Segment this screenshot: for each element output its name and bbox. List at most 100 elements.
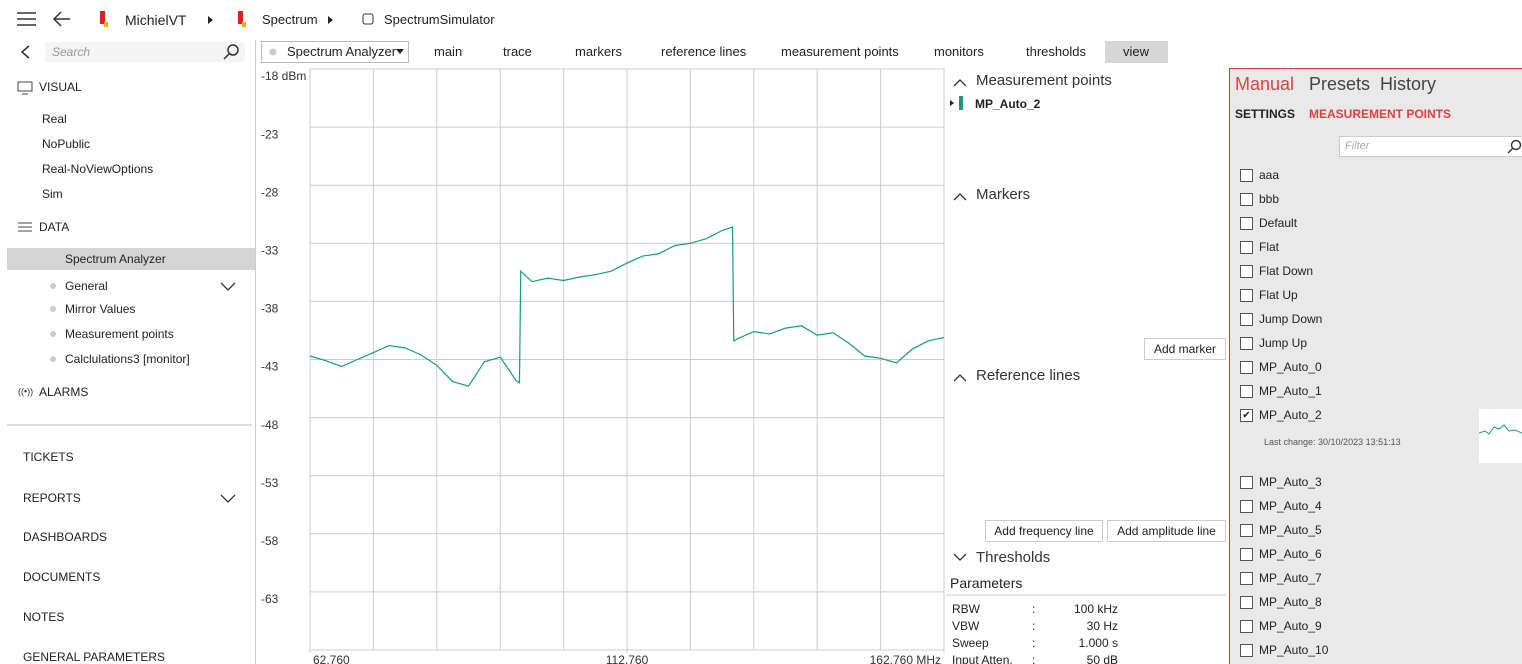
nav-item[interactable]: Calclulations3 [monitor] <box>65 352 190 366</box>
tab[interactable]: main <box>434 44 463 59</box>
checkbox-label[interactable]: MP_Auto_6 <box>1259 547 1322 561</box>
checkbox[interactable] <box>1240 241 1253 254</box>
checkbox-label[interactable]: MP_Auto_5 <box>1259 523 1322 537</box>
module[interactable]: TICKETS <box>23 450 74 464</box>
param-sep: : <box>1032 636 1036 650</box>
checkbox-label[interactable]: MP_Auto_2 <box>1259 408 1322 422</box>
param-value: 50 dB <box>1086 653 1118 664</box>
chevron[interactable] <box>218 492 238 504</box>
checkbox-label[interactable]: Jump Down <box>1259 312 1323 326</box>
nav-item[interactable]: Mirror Values <box>65 302 136 316</box>
checkbox-label[interactable]: Flat Down <box>1259 264 1314 278</box>
tab[interactable]: reference lines <box>661 44 747 59</box>
button[interactable]: Add marker <box>1144 338 1226 360</box>
tab[interactable]: view <box>1123 44 1150 59</box>
checkbox-label[interactable]: Jump Up <box>1259 336 1308 350</box>
section-title[interactable]: Markers <box>976 186 1031 203</box>
breadcrumb[interactable]: MichielVT <box>125 12 187 28</box>
checkbox[interactable] <box>1240 500 1253 513</box>
checkbox[interactable] <box>1240 361 1253 374</box>
divider <box>255 40 256 664</box>
section-title: Parameters <box>950 575 1023 591</box>
checkbox[interactable] <box>1240 169 1253 182</box>
param-sep: : <box>1032 653 1036 664</box>
nav-item-selected[interactable]: Spectrum Analyzer <box>65 252 166 266</box>
checkbox[interactable] <box>1240 289 1253 302</box>
dropdown[interactable] <box>261 41 409 63</box>
section[interactable]: VISUAL <box>39 80 82 94</box>
checkbox-label[interactable]: MP_Auto_7 <box>1259 571 1322 585</box>
module[interactable]: GENERAL PARAMETERS <box>23 650 166 664</box>
nav-item[interactable]: NoPublic <box>42 137 91 151</box>
checkbox-label[interactable]: MP_Auto_10 <box>1259 643 1329 657</box>
tab[interactable]: Manual <box>1235 74 1295 94</box>
checkbox-label[interactable]: MP_Auto_9 <box>1259 619 1322 633</box>
section-title[interactable]: Thresholds <box>976 549 1051 566</box>
module[interactable]: DOCUMENTS <box>23 570 101 584</box>
section-title[interactable]: Measurement points <box>976 72 1112 89</box>
checkbox[interactable] <box>1240 572 1253 585</box>
x-tick-label: 112.760 <box>606 653 649 664</box>
param-label: Input Atten. <box>952 653 1013 664</box>
checkbox-label[interactable]: MP_Auto_1 <box>1259 384 1322 398</box>
module[interactable]: DASHBOARDS <box>23 530 108 544</box>
y-tick-label: -63 <box>261 592 279 606</box>
checkbox[interactable] <box>1240 385 1253 398</box>
nav-item[interactable]: Real-NoViewOptions <box>42 162 154 176</box>
checkbox[interactable] <box>1240 644 1253 657</box>
filter-input[interactable] <box>1339 136 1522 157</box>
checkbox[interactable] <box>1240 265 1253 278</box>
checkbox-label[interactable]: MP_Auto_0 <box>1259 360 1322 374</box>
nav-item[interactable]: General <box>65 279 108 293</box>
breadcrumb[interactable]: SpectrumSimulator <box>384 12 495 27</box>
checkbox[interactable]: ✔ <box>1240 409 1253 422</box>
nav-item[interactable]: Real <box>42 112 67 126</box>
checkbox-label[interactable]: aaa <box>1259 168 1280 182</box>
checkbox-label[interactable]: MP_Auto_4 <box>1259 499 1322 513</box>
y-tick-label: -38 <box>261 302 279 316</box>
param-sep: : <box>1032 619 1036 633</box>
nav-item[interactable]: Sim <box>42 187 63 201</box>
checkbox[interactable] <box>1240 620 1253 633</box>
tab[interactable]: markers <box>575 44 622 59</box>
checkbox-label[interactable]: Flat Up <box>1259 288 1298 302</box>
section[interactable]: DATA <box>39 220 70 234</box>
checkbox[interactable] <box>1240 193 1253 206</box>
tab[interactable]: measurement points <box>781 44 899 59</box>
tab[interactable]: History <box>1380 74 1437 94</box>
checkbox[interactable] <box>1240 548 1253 561</box>
checkbox[interactable] <box>1240 337 1253 350</box>
nav-item[interactable]: Measurement points <box>65 327 174 341</box>
subtab[interactable]: MEASUREMENT POINTS <box>1309 107 1452 121</box>
module[interactable]: NOTES <box>23 610 65 624</box>
module[interactable]: REPORTS <box>23 491 81 505</box>
checkbox-label[interactable]: MP_Auto_8 <box>1259 595 1322 609</box>
y-tick-label: -28 <box>261 185 279 199</box>
tab[interactable]: trace <box>503 44 532 59</box>
list-item[interactable]: MP_Auto_2 <box>975 97 1041 111</box>
section-title[interactable]: Reference lines <box>976 367 1081 384</box>
tab[interactable]: thresholds <box>1026 44 1086 59</box>
filter-placeholder: Filter <box>1345 140 1370 152</box>
y-tick-label: -18 dBm <box>261 69 306 83</box>
checkbox[interactable] <box>1240 476 1253 489</box>
search-input[interactable]: Search <box>52 45 91 59</box>
param-value: 1.000 s <box>1078 636 1118 650</box>
checkbox[interactable] <box>1240 524 1253 537</box>
checkbox-label[interactable]: MP_Auto_3 <box>1259 475 1322 489</box>
y-tick-label: -43 <box>261 360 279 374</box>
tab[interactable]: Presets <box>1309 74 1371 94</box>
checkbox-label[interactable]: bbb <box>1259 192 1280 206</box>
checkbox[interactable] <box>1240 596 1253 609</box>
thumbnail <box>1478 409 1522 463</box>
tab[interactable]: monitors <box>934 44 984 59</box>
checkbox-label[interactable]: Default <box>1259 216 1298 230</box>
button[interactable]: Add frequency line <box>985 520 1103 542</box>
section[interactable]: ALARMS <box>39 385 89 399</box>
checkbox[interactable] <box>1240 217 1253 230</box>
checkbox-label[interactable]: Flat <box>1259 240 1280 254</box>
checkbox[interactable] <box>1240 313 1253 326</box>
breadcrumb[interactable]: Spectrum <box>262 12 318 27</box>
button[interactable]: Add amplitude line <box>1107 520 1226 542</box>
subtab[interactable]: SETTINGS <box>1235 107 1296 121</box>
